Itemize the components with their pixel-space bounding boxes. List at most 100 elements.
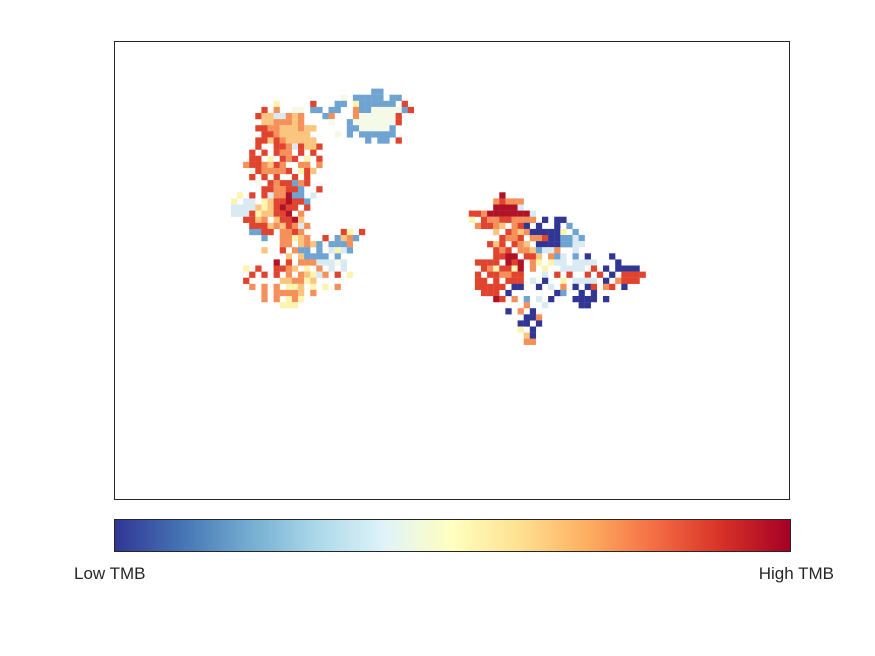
heatmap-cell — [255, 228, 262, 236]
heatmap-cell — [291, 204, 299, 211]
heatmap-cell — [377, 119, 384, 126]
heatmap-cell — [255, 210, 262, 217]
heatmap-cell — [334, 247, 341, 254]
heatmap-cell — [273, 271, 280, 278]
heatmap-cell — [487, 222, 494, 230]
heatmap-cell — [529, 326, 537, 333]
heatmap-cell — [340, 241, 347, 248]
heatmap-cell — [365, 119, 372, 126]
heatmap-cell — [511, 235, 518, 242]
heatmap-cell — [273, 204, 280, 211]
heatmap-cell — [493, 222, 500, 230]
heatmap-cell — [352, 235, 360, 242]
heatmap-cell — [279, 265, 286, 272]
heatmap-cell — [291, 119, 299, 126]
heatmap-cell — [261, 131, 268, 138]
heatmap-cell — [298, 149, 305, 156]
heatmap-cell — [548, 235, 555, 242]
heatmap-cell — [621, 277, 628, 284]
heatmap-cell — [493, 216, 500, 223]
heatmap-cell — [261, 106, 268, 114]
heatmap-cell — [615, 277, 622, 284]
heatmap-cell — [304, 247, 311, 254]
heatmap-cell — [511, 259, 518, 266]
heatmap-cell — [383, 100, 390, 108]
heatmap-cell — [334, 253, 341, 260]
heatmap-cell — [340, 228, 347, 236]
heatmap-cell — [291, 198, 299, 205]
heatmap-cell — [285, 143, 293, 150]
heatmap-cell — [493, 228, 500, 236]
heatmap-cell — [633, 277, 640, 284]
heatmap-cell — [279, 241, 286, 248]
heatmap-cell — [298, 198, 305, 205]
heatmap-cell — [291, 192, 299, 199]
heatmap-cell — [279, 222, 286, 230]
heatmap-cell — [609, 283, 616, 291]
heatmap-cell — [542, 277, 549, 284]
heatmap-cell — [523, 332, 530, 339]
heatmap-cell — [590, 296, 598, 303]
heatmap-cell — [334, 283, 341, 291]
heatmap-cell — [352, 94, 360, 101]
heatmap-grid — [230, 88, 646, 345]
heatmap-cell — [334, 235, 341, 242]
heatmap-cell — [273, 125, 280, 132]
heatmap-cell — [304, 155, 311, 162]
heatmap-cell — [285, 198, 293, 205]
heatmap-cell — [261, 235, 268, 242]
heatmap-cell — [273, 174, 280, 181]
heatmap-cell — [334, 100, 341, 108]
heatmap-cell — [261, 149, 268, 156]
heatmap-cell — [304, 259, 311, 266]
heatmap-cell — [285, 192, 293, 199]
heatmap-cell — [255, 113, 262, 120]
heatmap-cell — [346, 228, 354, 236]
heatmap-cell — [298, 119, 305, 126]
heatmap-cell — [298, 143, 305, 150]
heatmap-cell — [279, 210, 286, 217]
heatmap-cell — [255, 167, 262, 175]
colorbar — [114, 519, 791, 552]
heatmap-cell — [560, 259, 567, 266]
heatmap-cell — [273, 296, 280, 303]
heatmap-cell — [529, 210, 537, 217]
heatmap-cell — [523, 228, 530, 236]
heatmap-cell — [273, 198, 280, 205]
heatmap-cell — [243, 277, 250, 284]
heatmap-cell — [352, 113, 360, 120]
heatmap-cell — [578, 241, 585, 248]
heatmap-cell — [316, 247, 323, 254]
heatmap-cell — [389, 106, 396, 114]
heatmap-cell — [334, 131, 341, 138]
heatmap-cell — [383, 131, 390, 138]
heatmap-cell — [316, 259, 323, 266]
heatmap-cell — [273, 106, 280, 114]
heatmap-cell — [279, 235, 286, 242]
heatmap-cell — [346, 247, 354, 254]
heatmap-cell — [584, 259, 591, 266]
heatmap-cell — [584, 271, 591, 278]
heatmap-cell — [529, 235, 537, 242]
heatmap-cell — [572, 296, 579, 303]
heatmap-cell — [291, 113, 299, 120]
heatmap-cell — [535, 228, 543, 236]
heatmap-cell — [279, 216, 286, 223]
heatmap-cell — [566, 265, 573, 272]
heatmap-cell — [590, 289, 598, 297]
heatmap-cell — [285, 167, 293, 175]
heatmap-cell — [298, 283, 305, 291]
heatmap-cell — [554, 247, 561, 254]
heatmap-cell — [273, 180, 280, 187]
heatmap-cell — [298, 222, 305, 230]
heatmap-cell — [267, 204, 274, 211]
heatmap-cell — [340, 265, 347, 272]
heatmap-cell — [359, 119, 366, 126]
heatmap-cell — [359, 228, 366, 236]
heatmap-cell — [493, 259, 500, 266]
heatmap-cell — [310, 259, 317, 266]
heatmap-cell — [554, 235, 561, 242]
heatmap-cell — [633, 265, 640, 272]
heatmap-cell — [529, 265, 537, 272]
heatmap-cell — [322, 113, 329, 120]
